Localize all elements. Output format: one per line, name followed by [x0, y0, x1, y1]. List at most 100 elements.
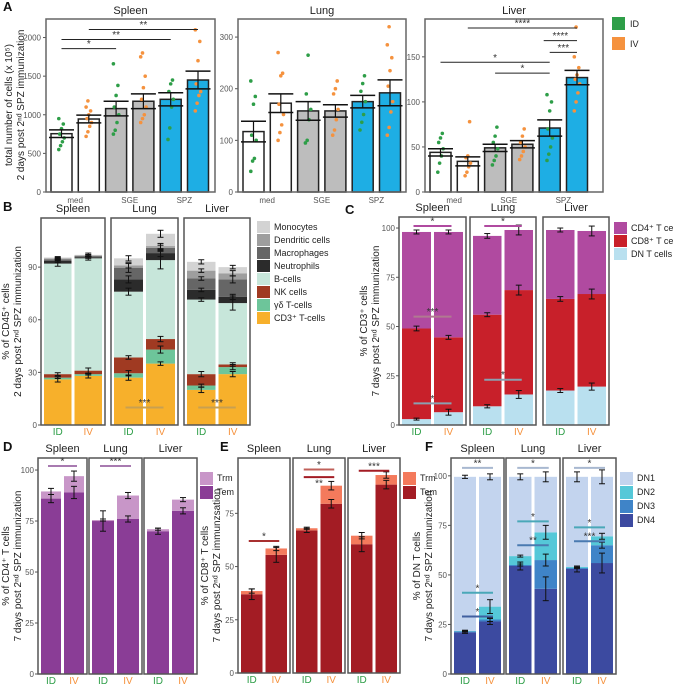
data-point	[113, 128, 117, 133]
significance-label: ***	[427, 307, 439, 318]
significance-label: ***	[139, 398, 151, 409]
facet-liver	[143, 457, 198, 675]
y-tick-label: 100	[407, 98, 421, 107]
x-tick-label: IV	[272, 675, 282, 685]
bar	[429, 151, 452, 193]
data-point	[193, 109, 198, 113]
bar-segment	[566, 568, 588, 674]
data-point	[574, 100, 578, 104]
facet-liver	[562, 457, 617, 675]
y-tick-label: 25	[225, 616, 234, 625]
panel-E	[235, 457, 416, 674]
facet-frame	[542, 216, 610, 426]
x-tick-label: ID	[153, 676, 163, 685]
x-tick-label: ID	[412, 427, 422, 438]
bar-segment	[172, 499, 194, 511]
facet-lung	[235, 18, 407, 193]
facet-title: Spleen	[415, 202, 449, 214]
data-point	[549, 100, 554, 104]
significance-label: **	[529, 536, 537, 547]
data-point	[363, 99, 368, 104]
data-point	[495, 125, 499, 129]
bar-segment	[187, 374, 216, 386]
bar-segment	[114, 258, 143, 266]
data-point	[468, 161, 473, 165]
facet-spleen	[398, 216, 467, 426]
bar-segment	[473, 235, 502, 315]
facet-frame	[424, 18, 604, 193]
x-tick-label: ID	[247, 675, 257, 685]
data-point	[249, 169, 253, 174]
data-point	[360, 120, 364, 125]
bar-segment	[218, 367, 247, 375]
facet-frame	[110, 217, 179, 426]
bar-segment	[434, 412, 463, 425]
data-point	[358, 128, 362, 132]
data-point	[385, 133, 390, 137]
significance-label: **	[112, 30, 120, 41]
legend-swatch	[257, 247, 270, 259]
bar-segment	[172, 510, 194, 674]
facet-liver	[422, 18, 604, 193]
data-point	[166, 137, 170, 142]
bar	[269, 102, 293, 193]
data-point	[360, 81, 365, 86]
data-point	[465, 170, 469, 174]
x-tick-label: ID	[196, 427, 206, 438]
legend-swatch	[620, 514, 633, 527]
y-tick-label: 50	[25, 568, 34, 577]
significance-label: **	[315, 479, 323, 490]
data-point	[385, 43, 390, 47]
data-point	[331, 92, 336, 96]
data-point	[491, 140, 496, 145]
data-point	[387, 24, 391, 29]
significance-label: **	[474, 458, 482, 469]
facet-title: Spleen	[113, 5, 147, 17]
data-point	[438, 136, 443, 140]
bar	[324, 110, 347, 193]
y-tick-label: 2000	[23, 34, 41, 43]
data-point	[517, 157, 522, 162]
data-point	[547, 152, 551, 156]
data-point	[279, 74, 283, 78]
legend-swatch	[620, 500, 633, 513]
bar-segment	[92, 521, 114, 674]
x-tick-label: ID	[98, 676, 108, 685]
facet-title: Liver	[578, 443, 602, 455]
data-point	[550, 136, 555, 140]
x-tick-label: ID	[555, 427, 565, 438]
data-point	[277, 102, 281, 107]
data-point	[281, 112, 286, 117]
x-tick-label: SGE	[500, 196, 517, 205]
bar-segment	[146, 260, 175, 340]
data-point	[195, 101, 199, 105]
data-point	[141, 85, 146, 90]
facet-frame	[45, 18, 216, 193]
bar-segment	[375, 475, 397, 485]
y-tick-label: 75	[386, 273, 395, 282]
data-point	[333, 86, 338, 91]
bar-segment	[265, 554, 287, 673]
data-point	[276, 138, 280, 143]
data-point	[520, 134, 525, 138]
data-point	[60, 139, 65, 144]
bar-segment	[114, 377, 143, 425]
data-point	[140, 51, 145, 55]
facet-frame	[292, 457, 346, 674]
bar-segment	[577, 230, 606, 295]
data-point	[84, 134, 88, 139]
y-tick-label: 0	[391, 421, 396, 430]
y-tick-label: 100	[220, 136, 234, 145]
data-point	[140, 116, 145, 121]
bar-segment	[187, 299, 216, 375]
data-point	[112, 105, 117, 109]
facet-title: Lung	[103, 443, 127, 455]
x-tick-label: SPZ	[369, 196, 385, 205]
data-point	[467, 119, 472, 124]
data-point	[304, 92, 309, 96]
significance-label: ***	[110, 456, 122, 467]
data-point	[138, 55, 143, 59]
bar-segment	[64, 492, 84, 674]
data-point	[440, 131, 445, 136]
